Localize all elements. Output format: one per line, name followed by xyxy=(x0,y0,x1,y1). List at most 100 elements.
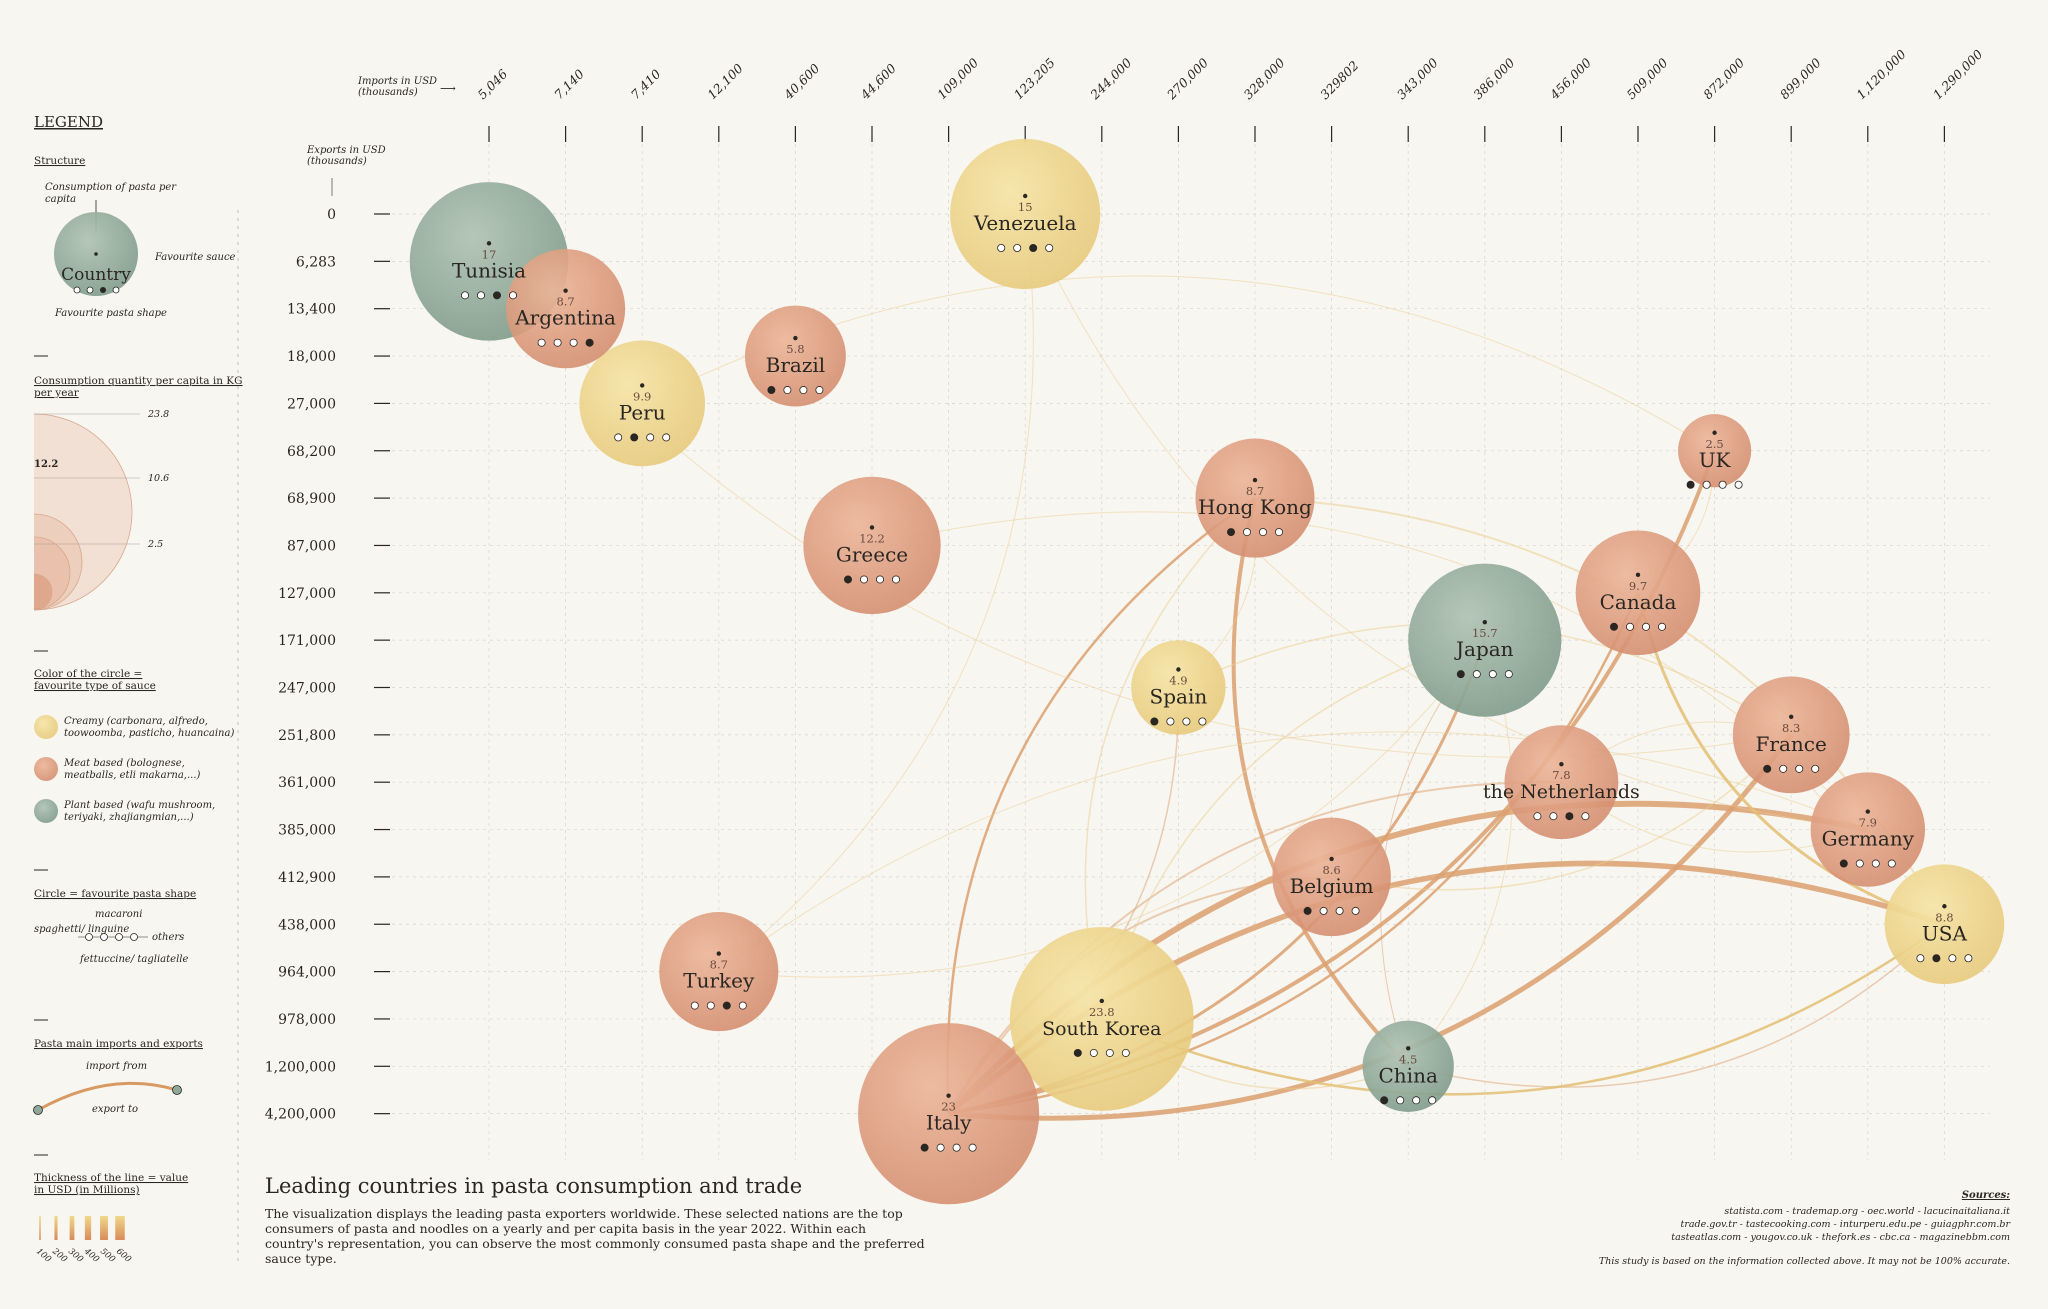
bubble-uk[interactable] xyxy=(1678,414,1752,488)
legend-size-v3: 10.6 xyxy=(148,473,169,484)
x-tick-label: 1,290,000 xyxy=(1930,46,1986,102)
legend-size-title: Consumption quantity per capita in KG per… xyxy=(34,375,243,399)
legend-thickness-value: 100 xyxy=(34,1247,53,1265)
legend-thickness-value: 300 xyxy=(66,1247,85,1265)
flow-turkey-to-venezuela xyxy=(718,213,1034,972)
legend-size-circles: 23.8 12.2 10.6 2.5 xyxy=(0,409,169,625)
legend-shape-title: Circle = favourite pasta shape xyxy=(34,888,196,900)
bubble-turkey[interactable] xyxy=(659,912,779,1032)
legend-trade-diagram: import from export to xyxy=(33,1061,182,1115)
legend-color-label-line: teriyaki, zhajiangmian,...) xyxy=(64,812,194,823)
bubble-china[interactable] xyxy=(1362,1020,1454,1112)
bubble-name: China xyxy=(1379,1063,1438,1087)
bubble-argentina[interactable] xyxy=(506,249,626,369)
bubble-center-dot xyxy=(563,288,568,293)
bubble-circle xyxy=(1272,817,1391,937)
pasta-shape-dot xyxy=(1412,1096,1421,1105)
bubble-name: Brazil xyxy=(766,353,826,377)
bubble-name: Venezuela xyxy=(973,211,1077,235)
bubble-peru[interactable] xyxy=(579,340,706,467)
legend-thickness-bar xyxy=(69,1216,75,1240)
bubble-greece[interactable] xyxy=(803,476,941,615)
pasta-shape-dot xyxy=(1045,243,1054,252)
bubble-name: the Netherlands xyxy=(1483,781,1640,803)
footer-description-text: The visualization displays the leading p… xyxy=(265,1206,903,1221)
bubble-center-dot xyxy=(1406,1046,1411,1051)
y-tick-label: 438,000 xyxy=(278,917,336,933)
bubble-value: 7.9 xyxy=(1859,816,1877,830)
legend-trade-export: export to xyxy=(92,1104,138,1115)
bubble-japan[interactable] xyxy=(1408,563,1562,717)
bubble-value: 8.7 xyxy=(1246,484,1264,498)
pasta-shape-dot xyxy=(1121,1048,1130,1057)
bubble-venezuela[interactable] xyxy=(950,138,1101,290)
pasta-shape-dot xyxy=(1456,670,1465,679)
sources-list-text-line: tasteatlas.com - yougov.co.uk - thefork.… xyxy=(1671,1232,2010,1243)
bubble-name: Greece xyxy=(836,542,908,566)
bubble-the-netherlands[interactable] xyxy=(1504,725,1619,840)
x-tick-label: 244,000 xyxy=(1087,55,1135,103)
pasta-shape-dot xyxy=(920,1143,929,1152)
sources-list-text-line: trade.gov.tr - tastecooking.com - inturp… xyxy=(1681,1219,2012,1230)
bubble-value: 23.8 xyxy=(1089,1005,1115,1019)
pasta-shape-dot xyxy=(1932,954,1941,963)
legend-thickness-title-text: Thickness of the line = value xyxy=(34,1172,188,1184)
pasta-shape-dot xyxy=(876,575,885,584)
country-bubbles: 17Tunisia8.7Argentina9.9Peru5.8Brazil15V… xyxy=(409,138,2005,1205)
bubble-hong-kong[interactable] xyxy=(1195,438,1315,558)
x-tick-label: 7,140 xyxy=(551,66,587,102)
bubble-germany[interactable] xyxy=(1810,772,1926,887)
footer: Leading countries in pasta consumption a… xyxy=(265,1174,2011,1267)
x-tick-label: 270,000 xyxy=(1163,55,1211,103)
y-tick-label: 68,200 xyxy=(287,444,336,460)
legend-color-title-text: Color of the circle = xyxy=(34,668,142,680)
legend-shape-diagram: spaghetti/ linguine macaroni fettuccine/… xyxy=(34,909,188,965)
pasta-shape-dot xyxy=(1182,717,1191,726)
bubble-circle xyxy=(506,249,626,369)
legend-structure-sauce: Favourite sauce xyxy=(154,252,236,263)
y-tick-label: 0 xyxy=(327,207,336,223)
pasta-shape-dot xyxy=(662,433,671,442)
flow-turkey-to-germany xyxy=(718,731,1868,973)
pasta-shape-dot xyxy=(1581,812,1590,821)
legend-thickness-bar xyxy=(54,1216,58,1240)
bubble-usa[interactable] xyxy=(1884,864,2005,985)
bubble-circle xyxy=(1131,640,1226,735)
pasta-shape-dot xyxy=(1319,906,1328,915)
pasta-shape-dot xyxy=(1686,480,1695,489)
bubble-belgium[interactable] xyxy=(1272,817,1391,937)
pasta-shape-dot xyxy=(1303,906,1312,915)
footer-description-text-line: sauce type. xyxy=(265,1251,337,1266)
y-tick-label: 978,000 xyxy=(278,1012,336,1028)
flow-china-to-hong-kong xyxy=(1231,497,1410,1068)
pasta-shape-dot xyxy=(1105,1048,1114,1057)
legend-thickness-bar xyxy=(100,1216,108,1240)
bubble-brazil[interactable] xyxy=(744,305,846,407)
y-tick-label: 68,900 xyxy=(287,491,336,507)
pasta-shape-dot xyxy=(1795,764,1804,773)
bubble-name: Italy xyxy=(926,1111,972,1135)
legend-color-swatch xyxy=(34,799,58,823)
bubble-circle xyxy=(1575,530,1701,656)
legend-thickness-value: 200 xyxy=(49,1246,69,1265)
bubble-france[interactable] xyxy=(1732,676,1850,794)
y-tick-label: 4,200,000 xyxy=(265,1107,336,1123)
pasta-shape-dot xyxy=(1275,528,1284,537)
legend-color-label-line: Creamy (carbonara, alfredo, xyxy=(64,716,208,727)
bubble-canada[interactable] xyxy=(1575,530,1701,656)
bubble-value: 2.5 xyxy=(1705,437,1723,451)
legend-color-label-line: Plant based (wafu mushroom, xyxy=(63,800,215,811)
bubble-south-korea[interactable] xyxy=(1009,926,1194,1111)
bubble-italy[interactable] xyxy=(858,1023,1040,1205)
bubble-spain[interactable] xyxy=(1131,640,1226,735)
legend-thickness-value: 400 xyxy=(81,1246,101,1265)
bubble-name: Spain xyxy=(1150,685,1208,709)
pasta-shape-dot xyxy=(1887,859,1896,868)
pasta-shape-dot xyxy=(997,243,1006,252)
bubble-center-dot xyxy=(1789,714,1794,720)
bubble-value: 5.8 xyxy=(786,342,804,356)
